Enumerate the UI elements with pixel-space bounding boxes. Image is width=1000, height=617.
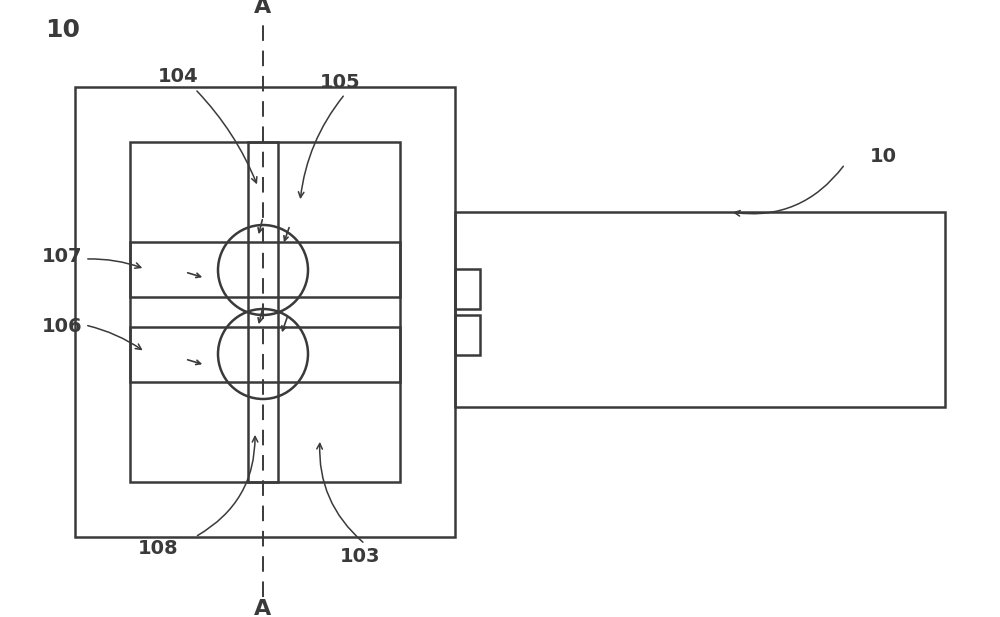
Text: 106: 106 — [42, 318, 83, 336]
Text: A: A — [254, 599, 272, 617]
Text: 104: 104 — [158, 67, 198, 86]
Text: 10: 10 — [870, 147, 897, 167]
Text: A: A — [254, 0, 272, 17]
Text: 103: 103 — [340, 547, 380, 566]
Text: 107: 107 — [42, 247, 82, 267]
Text: 105: 105 — [320, 73, 360, 91]
Text: 108: 108 — [138, 539, 178, 558]
Text: 10: 10 — [45, 18, 80, 42]
